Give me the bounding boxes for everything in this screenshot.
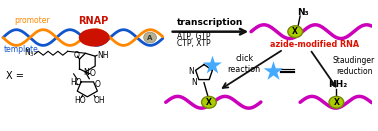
Text: NH₂: NH₂ — [328, 80, 347, 89]
Text: O: O — [94, 80, 100, 89]
Text: Staudinger
reduction: Staudinger reduction — [333, 56, 375, 76]
Text: X: X — [206, 98, 212, 107]
Text: click
reaction: click reaction — [228, 54, 261, 74]
Text: A: A — [147, 35, 153, 41]
Text: transcription: transcription — [177, 18, 243, 27]
Text: N₃: N₃ — [297, 8, 309, 17]
Text: azide-modified RNA: azide-modified RNA — [270, 40, 359, 49]
Text: N: N — [191, 78, 197, 87]
Ellipse shape — [329, 96, 344, 108]
Ellipse shape — [201, 96, 216, 108]
Ellipse shape — [144, 32, 156, 43]
Text: HO: HO — [74, 96, 86, 105]
Ellipse shape — [79, 29, 109, 46]
Text: NH: NH — [97, 51, 108, 60]
Ellipse shape — [288, 26, 302, 38]
Text: O: O — [74, 51, 79, 60]
Text: HO: HO — [71, 78, 82, 87]
Text: OH: OH — [93, 96, 105, 105]
Text: X =: X = — [6, 71, 24, 81]
Text: N: N — [188, 67, 194, 76]
Text: X: X — [333, 98, 339, 107]
Text: RNAP: RNAP — [78, 16, 108, 26]
Text: promoter: promoter — [15, 16, 50, 25]
Text: ATP, GTP: ATP, GTP — [177, 32, 211, 41]
Text: X: X — [292, 27, 298, 36]
Text: N$_3$: N$_3$ — [23, 47, 34, 59]
Text: O: O — [89, 69, 95, 78]
Text: CTP, XTP: CTP, XTP — [177, 39, 211, 48]
Point — [270, 70, 276, 72]
Text: template: template — [3, 45, 38, 54]
Point — [209, 64, 215, 66]
Text: N: N — [84, 68, 89, 77]
